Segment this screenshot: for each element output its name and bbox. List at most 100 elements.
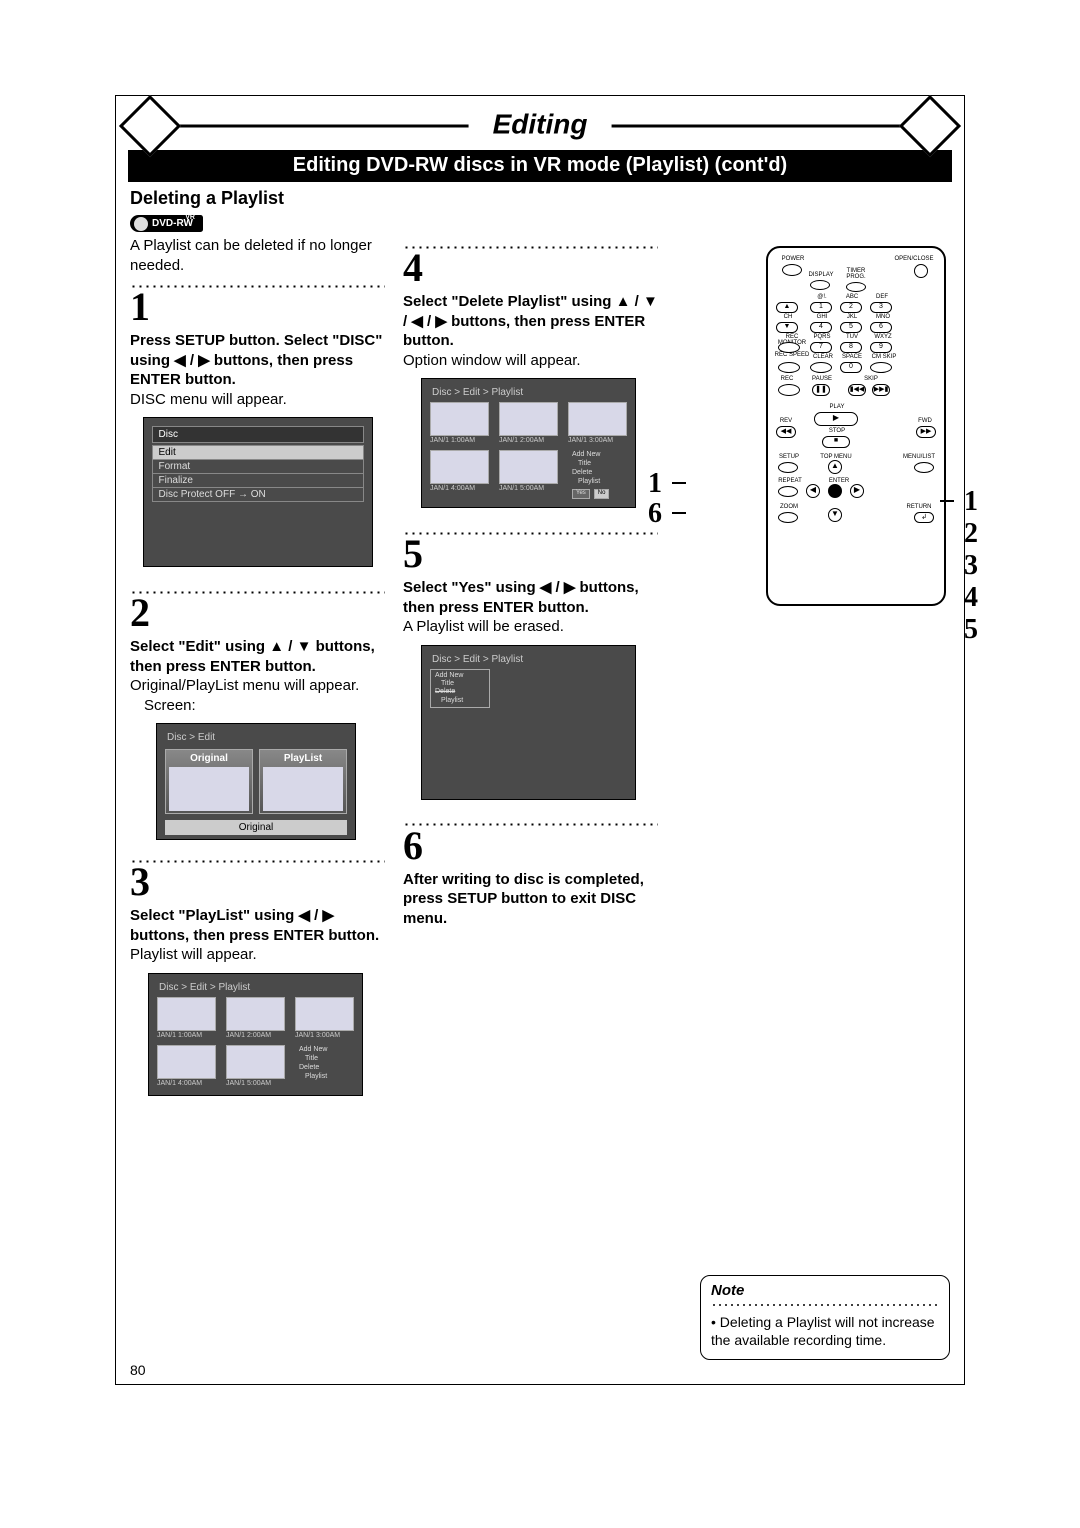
step-5-result: A Playlist will be erased. bbox=[403, 617, 658, 637]
menu-line: Title bbox=[572, 459, 627, 468]
yes-button: Yes bbox=[572, 489, 590, 499]
remote-label: GHI bbox=[812, 314, 832, 320]
breadcrumb: Disc > Edit bbox=[165, 732, 347, 743]
tile-label: PlayList bbox=[284, 753, 322, 764]
playlist-context-menu: Add New Title Delete Playlist bbox=[295, 1045, 354, 1087]
step-number-4: 4 bbox=[403, 248, 658, 288]
remote-label: CLEAR bbox=[810, 354, 836, 360]
remote-label: TUV bbox=[842, 334, 862, 340]
remote-label: DEF bbox=[872, 294, 892, 300]
column-1: A Playlist can be deleted if no longer n… bbox=[130, 236, 385, 1096]
step-3-result: Playlist will appear. bbox=[130, 945, 385, 965]
breadcrumb: Disc > Edit > Playlist bbox=[430, 654, 627, 665]
chapter-banner: Editing bbox=[116, 104, 964, 148]
remote-btn-openclose bbox=[914, 264, 928, 278]
column-2: 4 Select "Delete Playlist" using ▲ / ▼ /… bbox=[403, 236, 658, 1096]
breadcrumb: Disc > Edit > Playlist bbox=[157, 982, 354, 993]
remote-label: ZOOM bbox=[776, 504, 802, 510]
edit-menu-screenshot: Disc > Edit Original PlayList Original bbox=[156, 723, 356, 840]
remote-label: PLAY bbox=[824, 404, 850, 410]
remote-btn-pause: ❚❚ bbox=[812, 384, 830, 396]
playlist-thumb bbox=[430, 450, 489, 484]
remote-btn-rec bbox=[778, 384, 800, 396]
remote-label: RETURN bbox=[902, 504, 936, 510]
menu-line: Delete bbox=[435, 688, 485, 696]
remote-btn-repeat bbox=[778, 486, 798, 497]
step-4-result: Option window will appear. bbox=[403, 351, 658, 371]
playlist-thumb bbox=[295, 997, 354, 1031]
thumb-label: JAN/1 1:00AM bbox=[430, 437, 489, 444]
remote-label: CM SKIP bbox=[868, 354, 900, 360]
step-1-instruction: Press SETUP button. Select "DISC" using … bbox=[130, 331, 385, 390]
callout-line bbox=[672, 512, 686, 514]
thumb-label: JAN/1 2:00AM bbox=[499, 437, 558, 444]
remote-callout-right-1: 1 bbox=[964, 486, 978, 518]
remote-label: SPACE bbox=[838, 354, 866, 360]
disc-menu-row: Finalize bbox=[153, 473, 363, 487]
banner-diamond-right bbox=[899, 95, 961, 157]
remote-btn-4: 4 bbox=[810, 322, 832, 333]
thumb-label: JAN/1 5:00AM bbox=[226, 1080, 285, 1087]
remote-btn-5: 5 bbox=[840, 322, 862, 333]
remote-btn-down: ▼ bbox=[828, 508, 842, 522]
remote-btn-timer bbox=[846, 282, 866, 292]
playlist-thumb bbox=[226, 1045, 285, 1079]
remote-label-openclose: OPEN/CLOSE bbox=[892, 256, 936, 262]
tile-original: Original bbox=[165, 749, 253, 814]
step-1-result: DISC menu will appear. bbox=[130, 390, 385, 410]
remote-btn-3: 3 bbox=[870, 302, 892, 313]
step-2-result: Original/PlayList menu will appear. bbox=[130, 676, 385, 696]
note-divider bbox=[711, 1301, 939, 1309]
content-columns: A Playlist can be deleted if no longer n… bbox=[116, 236, 964, 1096]
step-2-screen-label: Screen: bbox=[144, 696, 385, 716]
remote-label: MNO bbox=[872, 314, 894, 320]
remote-label-power: POWER bbox=[776, 256, 810, 262]
remote-label: WXYZ bbox=[870, 334, 896, 340]
disc-menu-title: Disc bbox=[152, 426, 364, 443]
remote-label-prog: PROG. bbox=[842, 274, 870, 280]
thumb-label: JAN/1 1:00AM bbox=[157, 1032, 216, 1039]
remote-btn-9: 9 bbox=[870, 342, 892, 353]
callout-line bbox=[940, 500, 954, 502]
remote-btn: ▲ bbox=[776, 302, 798, 313]
menu-line: Add New bbox=[435, 672, 485, 680]
remote-label: CH bbox=[778, 314, 798, 320]
remote-btn-setup bbox=[778, 462, 798, 473]
remote-label: ENTER bbox=[824, 478, 854, 484]
remote-btn-right: ▶ bbox=[850, 484, 864, 498]
note-title: Note bbox=[711, 1282, 939, 1299]
step-number-6: 6 bbox=[403, 826, 658, 866]
remote-label: FWD bbox=[914, 418, 936, 424]
note-box: Note • Deleting a Playlist will not incr… bbox=[700, 1275, 950, 1360]
playlist-context-menu: Add New Title Delete Playlist Yes No bbox=[568, 450, 627, 499]
playlist-thumb bbox=[499, 450, 558, 484]
remote-btn-up: ▲ bbox=[828, 460, 842, 474]
remote-btn-play: ▶ bbox=[814, 412, 858, 426]
disc-menu-row: Edit bbox=[153, 446, 363, 459]
remote-label: ABC bbox=[842, 294, 862, 300]
remote-label: STOP bbox=[826, 428, 848, 434]
menu-line: Title bbox=[299, 1054, 354, 1063]
section-title: Deleting a Playlist bbox=[130, 188, 950, 209]
playlist-thumb bbox=[226, 997, 285, 1031]
remote-btn-menulist bbox=[914, 462, 934, 473]
thumb-label: JAN/1 3:00AM bbox=[295, 1032, 354, 1039]
remote-callout-left-6: 6 bbox=[648, 498, 662, 530]
step-number-5: 5 bbox=[403, 534, 658, 574]
step-number-2: 2 bbox=[130, 593, 385, 633]
step-number-1: 1 bbox=[130, 287, 385, 327]
remote-label: PAUSE bbox=[808, 376, 836, 382]
thumb-label: JAN/1 3:00AM bbox=[568, 437, 627, 444]
column-3: POWER OPEN/CLOSE DISPLAY TIMER PROG. @!.… bbox=[676, 236, 950, 1096]
playlist-thumb bbox=[568, 402, 627, 436]
remote-callout-left-1: 1 bbox=[648, 468, 662, 500]
remote-callout-right-3: 3 bbox=[964, 550, 978, 582]
menu-line: Playlist bbox=[299, 1072, 354, 1081]
menu-line: Title bbox=[435, 680, 485, 688]
remote-btn-1: 1 bbox=[810, 302, 832, 313]
disc-menu-screenshot: Disc Edit Format Finalize Disc Protect O… bbox=[143, 417, 373, 567]
banner-diamond-left bbox=[119, 95, 181, 157]
remote-btn-rev: ◀◀ bbox=[776, 426, 796, 438]
remote-btn-8: 8 bbox=[840, 342, 862, 353]
playlist-thumb bbox=[430, 402, 489, 436]
